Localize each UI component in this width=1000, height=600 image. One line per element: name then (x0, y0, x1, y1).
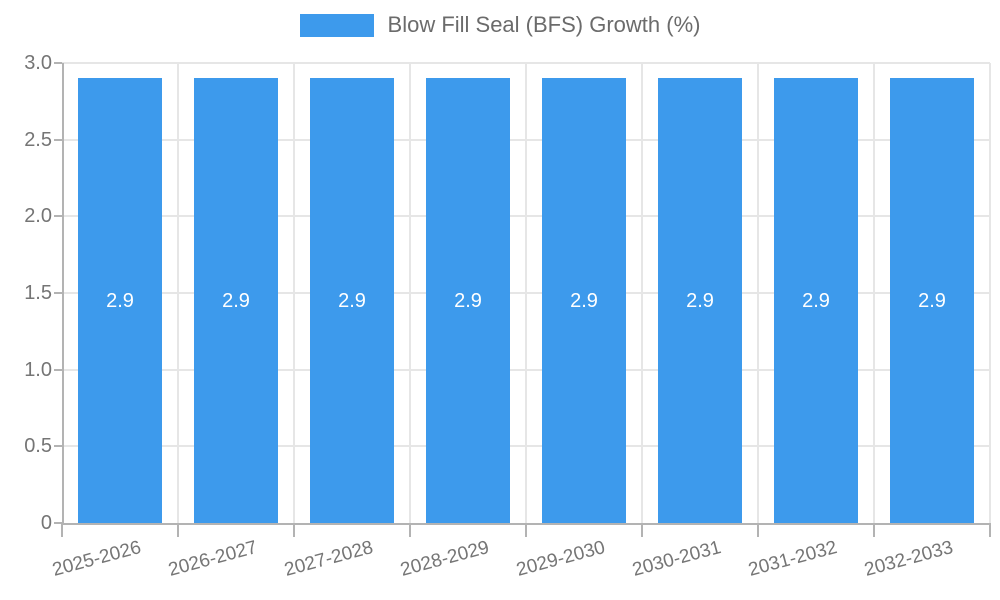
y-axis-label: 3.0 (24, 52, 52, 74)
bar: 2.9 (890, 78, 974, 523)
x-gridline (293, 63, 295, 523)
x-axis-tick (873, 523, 875, 537)
bar-value-label: 2.9 (686, 289, 714, 312)
x-axis-label: 2031-2032 (746, 537, 840, 581)
y-axis-label: 1.0 (24, 358, 52, 381)
x-axis-tick (525, 523, 527, 537)
x-axis-label: 2029-2030 (514, 537, 608, 581)
x-axis-tick (641, 523, 643, 537)
bar-value-label: 2.9 (802, 289, 830, 312)
bar: 2.9 (194, 78, 278, 523)
x-axis-label: 2032-2033 (862, 537, 956, 581)
bar: 2.9 (310, 78, 394, 523)
x-axis-tick (989, 523, 991, 537)
y-axis-label: 2.0 (24, 205, 52, 228)
x-axis-tick (757, 523, 759, 537)
x-gridline (641, 63, 643, 523)
bar: 2.9 (542, 78, 626, 523)
x-gridline (757, 63, 759, 523)
bar-value-label: 2.9 (222, 289, 250, 312)
y-axis-label: 1.5 (24, 282, 52, 304)
legend-label: Blow Fill Seal (BFS) Growth (%) (387, 12, 701, 37)
y-axis-label: 0.5 (24, 435, 52, 458)
y-axis-label: 2.5 (24, 128, 52, 151)
y-axis-tick (54, 368, 62, 371)
y-axis-tick (54, 445, 62, 448)
x-axis-tick (61, 523, 63, 537)
x-gridline (525, 63, 527, 523)
x-axis-label: 2025-2026 (50, 537, 144, 581)
x-axis-tick (409, 523, 411, 537)
y-axis-tick (54, 138, 62, 141)
x-gridline (177, 63, 179, 523)
x-axis-tick (293, 523, 295, 537)
bar: 2.9 (426, 78, 510, 523)
x-axis-label: 2026-2027 (166, 537, 260, 581)
bar-value-label: 2.9 (570, 289, 598, 312)
x-gridline (989, 63, 991, 523)
y-axis-tick (54, 522, 62, 524)
x-axis-label: 2027-2028 (282, 537, 376, 581)
bar-value-label: 2.9 (106, 289, 134, 312)
x-axis-label: 2030-2031 (630, 537, 724, 581)
x-axis-tick (177, 523, 179, 537)
y-axis-tick (54, 292, 62, 294)
x-gridline (873, 63, 875, 523)
bar-value-label: 2.9 (454, 289, 482, 312)
bar: 2.9 (658, 78, 742, 523)
y-axis-tick (54, 62, 62, 64)
y-axis-tick (54, 215, 62, 218)
bar-value-label: 2.9 (918, 289, 946, 312)
legend-swatch (299, 13, 374, 37)
y-axis-label: 0 (40, 512, 52, 534)
x-gridline (409, 63, 411, 523)
bar: 2.9 (78, 78, 162, 523)
y-axis-line (62, 63, 64, 525)
legend: Blow Fill Seal (BFS) Growth (%) (0, 10, 1000, 40)
bar-value-label: 2.9 (338, 289, 366, 312)
x-axis-label: 2028-2029 (398, 537, 492, 581)
bar: 2.9 (774, 78, 858, 523)
